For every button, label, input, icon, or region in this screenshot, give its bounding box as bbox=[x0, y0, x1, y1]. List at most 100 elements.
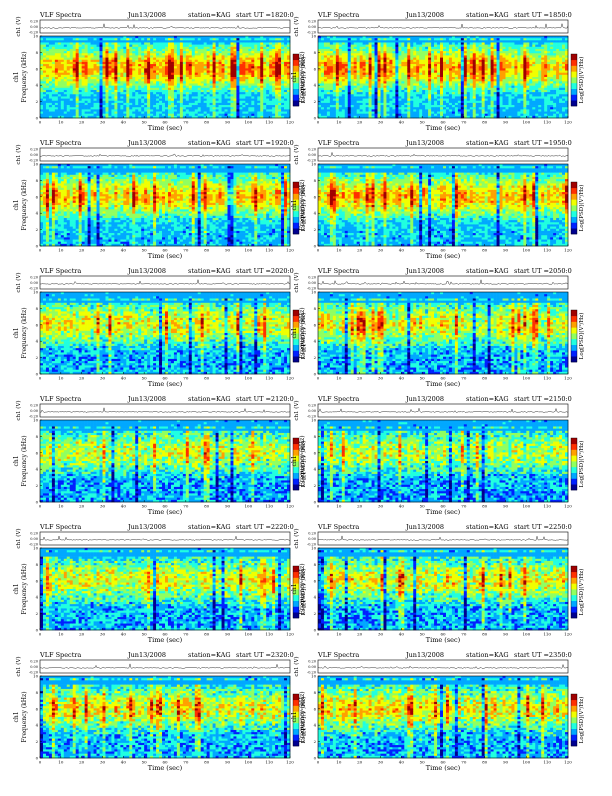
spectrogram-cell bbox=[363, 81, 366, 83]
spectrogram-cell bbox=[132, 62, 135, 64]
spectrogram-cell bbox=[324, 47, 327, 49]
spectrogram-cell bbox=[357, 79, 360, 81]
spectrogram-cell bbox=[404, 107, 407, 109]
spectrogram-cell bbox=[375, 114, 378, 116]
spectrogram-cell bbox=[440, 81, 443, 83]
spectrogram-cell bbox=[413, 109, 416, 111]
spectrogram-cell bbox=[162, 96, 165, 98]
spectrogram-cell bbox=[272, 38, 275, 40]
spectrogram-cell bbox=[61, 112, 64, 114]
spectrogram-cell bbox=[321, 94, 324, 96]
spectrogram-cell bbox=[354, 99, 357, 101]
spectrogram-cell bbox=[239, 47, 242, 49]
spectrogram-cell bbox=[378, 53, 381, 55]
spectrogram-cell bbox=[204, 73, 207, 75]
spectrogram-cell bbox=[425, 66, 428, 68]
spectrogram-cell bbox=[111, 73, 114, 75]
spectrogram-cell bbox=[49, 62, 52, 64]
spectrogram-cell bbox=[254, 51, 257, 53]
spectrogram-cell bbox=[443, 68, 446, 70]
spectrogram-cell bbox=[383, 53, 386, 55]
spectrogram-cell bbox=[398, 45, 401, 47]
spectrogram-cell bbox=[395, 101, 398, 103]
spectrogram-cell bbox=[251, 36, 254, 38]
spectrogram-cell bbox=[73, 45, 76, 47]
spectrogram-cell bbox=[272, 68, 275, 70]
spectrogram-cell bbox=[141, 53, 144, 55]
spectrogram-cell bbox=[186, 92, 189, 94]
spectrogram-cell bbox=[446, 114, 449, 116]
spectrogram-cell bbox=[389, 38, 392, 40]
spectrogram-cell bbox=[219, 88, 222, 90]
spectrogram-cell bbox=[210, 94, 213, 96]
spectrogram-cell bbox=[213, 51, 216, 53]
spectrogram-cell bbox=[263, 55, 266, 57]
spectrogram-cell bbox=[58, 66, 61, 68]
spectrogram-cell bbox=[272, 101, 275, 103]
spectrogram-cell bbox=[372, 36, 375, 38]
spectrogram-cell bbox=[342, 90, 345, 92]
spectrogram-cell bbox=[120, 96, 123, 98]
spectrogram-cell bbox=[395, 88, 398, 90]
spectrogram-cell bbox=[446, 68, 449, 70]
spectrogram-cell bbox=[260, 79, 263, 81]
spectrogram-cell bbox=[94, 90, 97, 92]
spectrogram-cell bbox=[431, 68, 434, 70]
spectrogram-cell bbox=[159, 47, 162, 49]
spectrogram-cell bbox=[401, 42, 404, 44]
spectrogram-cell bbox=[210, 101, 213, 103]
spectrogram-cell bbox=[219, 45, 222, 47]
spectrogram-cell bbox=[321, 83, 324, 85]
spectrogram-cell bbox=[174, 38, 177, 40]
spectrogram-cell bbox=[437, 36, 440, 38]
spectrogram-cell bbox=[327, 92, 330, 94]
spectrogram-cell bbox=[449, 68, 452, 70]
spectrogram-cell bbox=[369, 68, 372, 70]
spectrogram-cell bbox=[275, 73, 278, 75]
spectrogram-cell bbox=[281, 79, 284, 81]
spectrogram-cell bbox=[73, 114, 76, 116]
spectrogram-cell bbox=[375, 45, 378, 47]
spectrogram-cell bbox=[345, 71, 348, 73]
spectrogram-cell bbox=[372, 42, 375, 44]
spectrogram-cell bbox=[275, 51, 278, 53]
spectrogram-cell bbox=[281, 60, 284, 62]
spectrogram-cell bbox=[180, 86, 183, 88]
spectrogram-cell bbox=[260, 107, 263, 109]
spectrogram-cell bbox=[105, 88, 108, 90]
spectrogram-cell bbox=[135, 38, 138, 40]
spectrogram-cell bbox=[336, 66, 339, 68]
spectrogram-cell bbox=[266, 101, 269, 103]
spectrogram-cell bbox=[269, 66, 272, 68]
spectrogram-cell bbox=[52, 83, 55, 85]
spectrogram-cell bbox=[177, 66, 180, 68]
spectrogram-cell bbox=[248, 62, 251, 64]
spectrogram-cell bbox=[91, 105, 94, 107]
spectrogram-cell bbox=[225, 62, 228, 64]
spectrogram-cell bbox=[222, 81, 225, 83]
spectrogram-cell bbox=[251, 96, 254, 98]
spectrogram-cell bbox=[278, 51, 281, 53]
spectrogram-cell bbox=[186, 90, 189, 92]
spectrogram-cell bbox=[333, 90, 336, 92]
spectrogram-cell bbox=[129, 81, 132, 83]
spectrogram-cell bbox=[272, 75, 275, 77]
spectrogram-cell bbox=[82, 36, 85, 38]
spectrogram-cell bbox=[198, 92, 201, 94]
ch1-axis-label: ch1 (V) bbox=[15, 16, 22, 36]
spectrogram-cell bbox=[318, 60, 321, 62]
spectrogram-cell bbox=[55, 62, 58, 64]
spectrogram-cell bbox=[126, 42, 129, 44]
spectrogram-cell bbox=[132, 47, 135, 49]
spectrogram-cell bbox=[52, 49, 55, 51]
spectrogram-cell bbox=[168, 73, 171, 75]
spectrogram-cell bbox=[150, 79, 153, 81]
spectrogram-cell bbox=[105, 58, 108, 60]
spectrogram-cell bbox=[105, 66, 108, 68]
spectrogram-cell bbox=[114, 58, 117, 60]
spectrogram-cell bbox=[213, 88, 216, 90]
spectrogram-cell bbox=[94, 49, 97, 51]
spectrogram-cell bbox=[404, 55, 407, 57]
spectrogram-cell bbox=[135, 73, 138, 75]
spectrogram-cell bbox=[150, 101, 153, 103]
